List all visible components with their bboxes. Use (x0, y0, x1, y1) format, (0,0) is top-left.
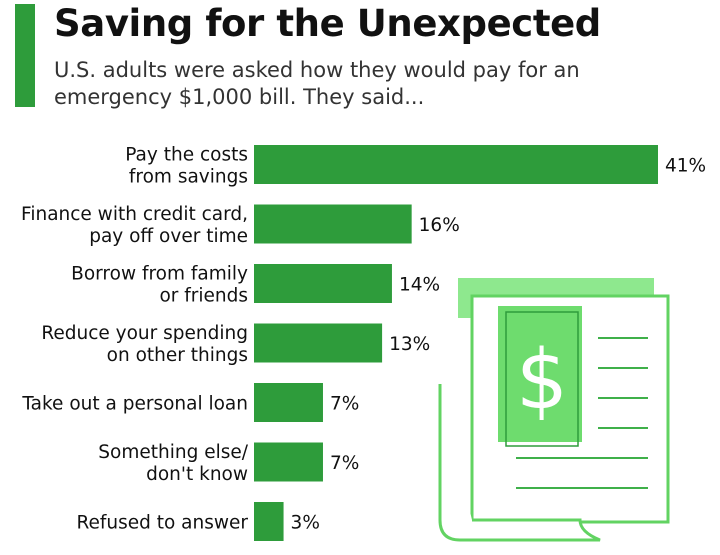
category-label: Refused to answer (76, 513, 248, 534)
category-label: Pay the costs (125, 145, 248, 166)
category-label: Finance with credit card, (21, 204, 248, 225)
bar-1 (254, 204, 412, 244)
category-label: or friends (159, 286, 248, 307)
value-label: 41% (665, 156, 706, 177)
value-label: 14% (399, 275, 440, 296)
category-label: pay off over time (89, 226, 248, 247)
title-accent-bar (15, 4, 35, 107)
value-label: 3% (291, 513, 320, 534)
chart-title: Saving for the Unexpected (54, 2, 601, 45)
chart-subtitle: U.S. adults were asked how they would pa… (54, 58, 580, 109)
illustration-banknote-border (505, 311, 579, 447)
bar-2 (254, 264, 392, 303)
bar-5 (254, 442, 323, 482)
illustration-banknote (498, 306, 582, 442)
value-label: 13% (389, 334, 430, 355)
dollar-sign-icon: $ (516, 333, 568, 428)
bar-3 (254, 323, 383, 363)
bar-4 (254, 383, 323, 422)
category-label: Reduce your spending (41, 323, 248, 344)
value-label: 7% (330, 453, 359, 474)
category-label: Borrow from family (71, 264, 248, 285)
bar-6 (254, 502, 284, 541)
bar-0 (254, 145, 658, 184)
illustration-page-curl (438, 384, 601, 542)
category-label: on other things (107, 345, 248, 366)
category-label: don't know (146, 464, 248, 485)
illustration-text-lines (516, 337, 648, 489)
value-label: 7% (330, 394, 359, 415)
category-label: Take out a personal loan (21, 394, 248, 415)
category-label: from savings (129, 167, 248, 188)
category-label: Something else/ (98, 442, 248, 463)
value-label: 16% (419, 215, 460, 236)
